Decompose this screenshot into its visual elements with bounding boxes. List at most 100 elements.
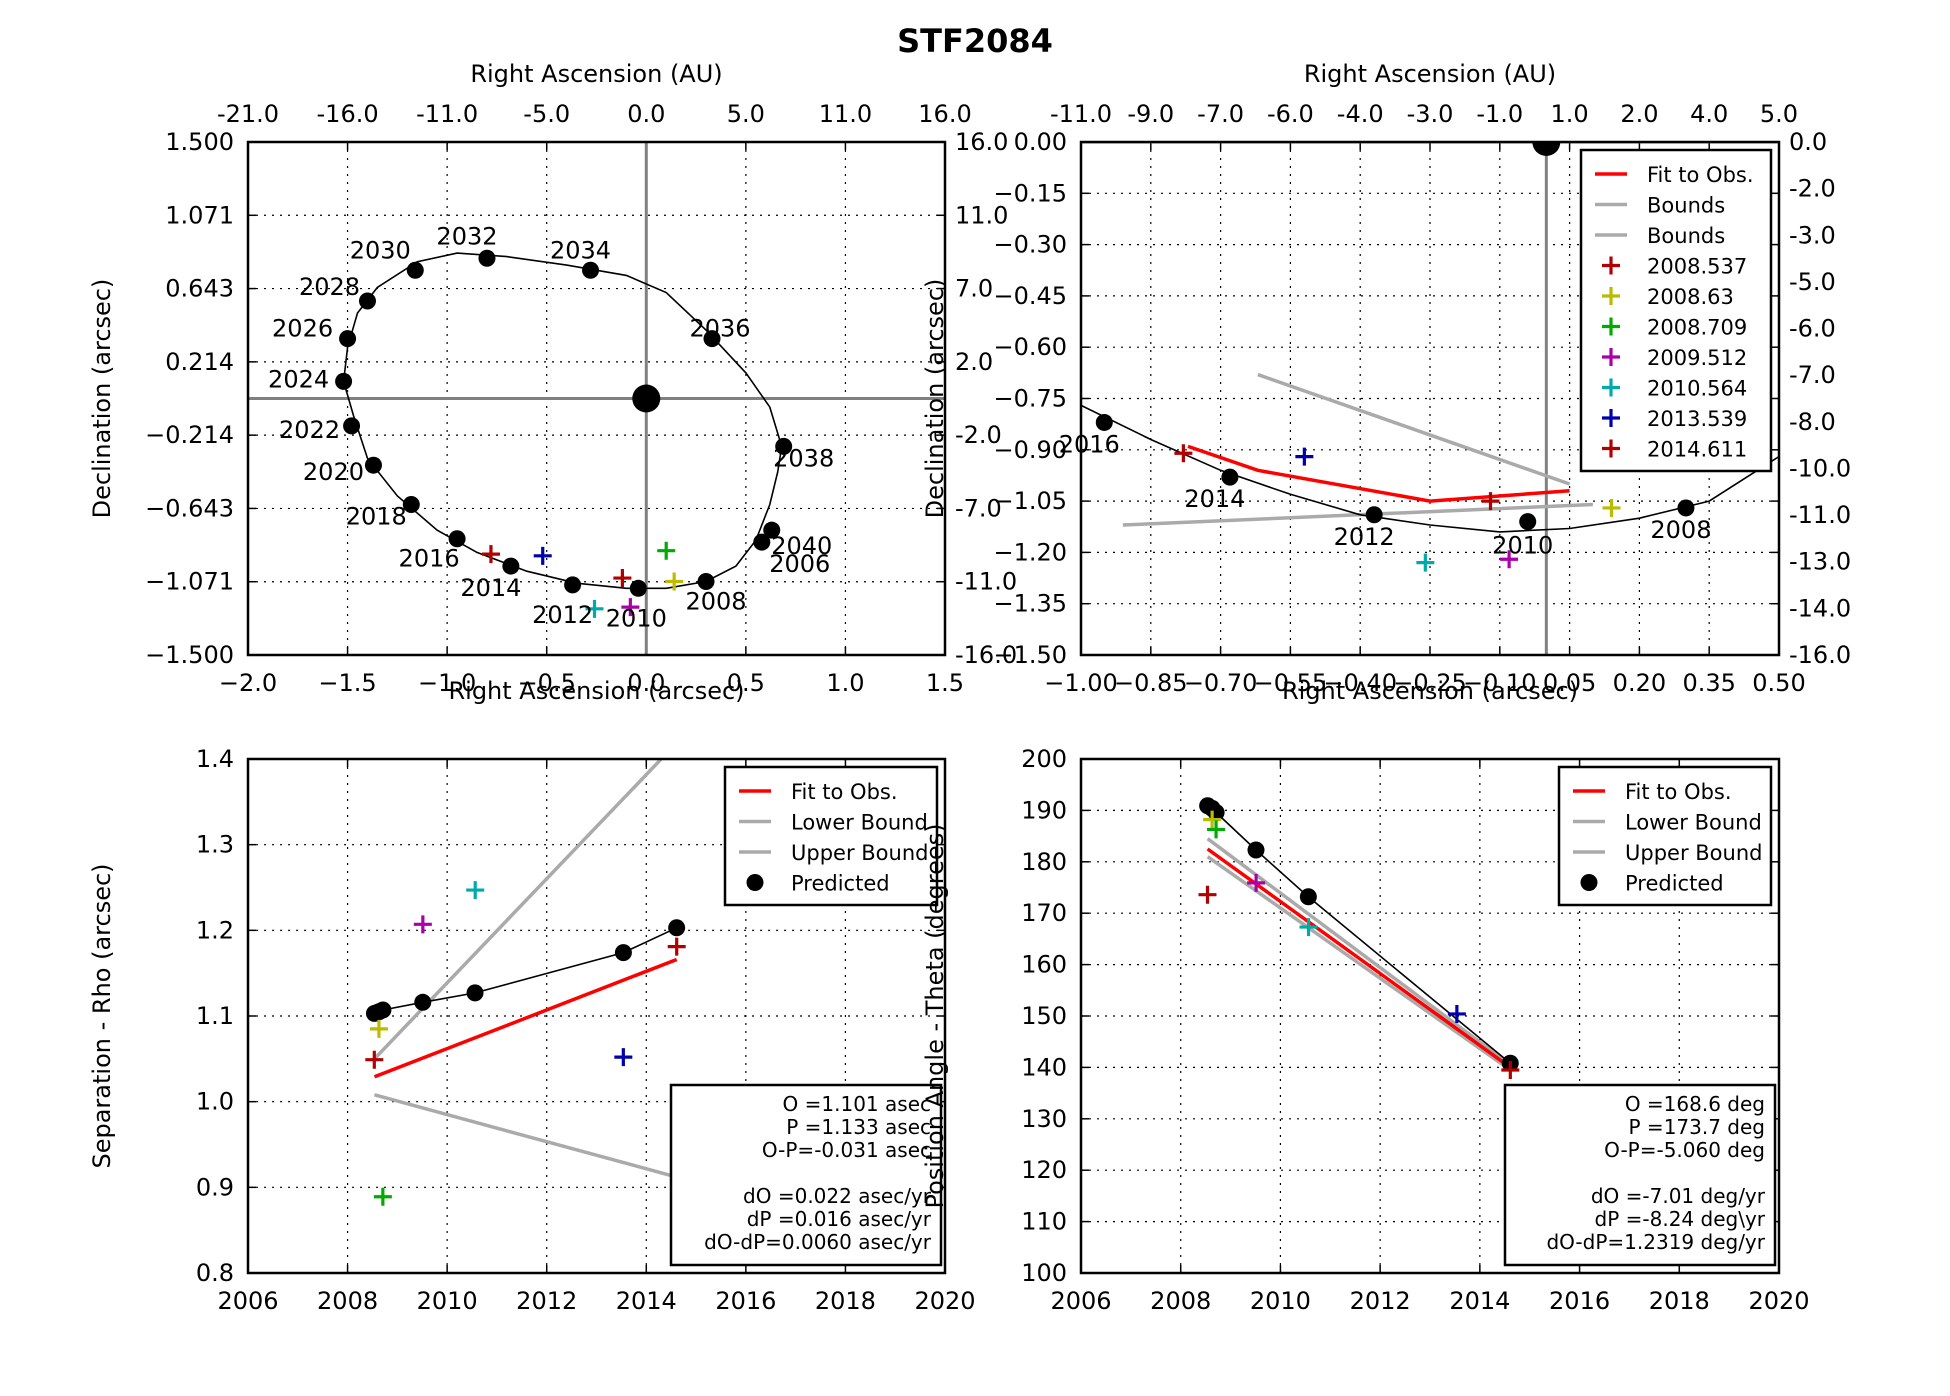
predicted-point [1221, 468, 1239, 486]
legend-label: 2008.537 [1647, 255, 1747, 279]
x-tick-label: −0.25 [1393, 669, 1467, 697]
y-tick-label: 0.00 [1014, 128, 1067, 156]
y-tick-label: 150 [1021, 1002, 1067, 1030]
year-label: 2016 [399, 545, 460, 573]
year-label: 2016 [1059, 430, 1120, 458]
x2-tick-label: -1.0 [1476, 100, 1523, 128]
stats-frame [669, 1083, 943, 1267]
predicted-point [448, 530, 466, 548]
y-tick-label: −0.30 [993, 231, 1067, 259]
predicted-point [343, 417, 361, 435]
y-tick-label: −0.214 [145, 421, 234, 449]
y-tick-label: 110 [1021, 1208, 1067, 1236]
observation-marker [614, 1048, 633, 1067]
y-tick-label: −1.50 [993, 641, 1067, 669]
y-tick-label: −1.35 [993, 590, 1067, 618]
year-label: 2024 [268, 365, 329, 393]
y-tick-label: 170 [1021, 899, 1067, 927]
bound-line [373, 759, 663, 1061]
year-label: 2014 [460, 574, 521, 602]
legend-label: 2014.611 [1647, 438, 1747, 462]
x-tick-label: 0.50 [1752, 669, 1805, 697]
y-tick-label: 0.214 [165, 348, 234, 376]
y2-tick-label: -6.0 [1789, 315, 1836, 343]
legend: Fit to Obs. Lower Bound Upper Bound Predict… [723, 765, 939, 907]
stats-line: dP =-8.24 deg\yr [1595, 1207, 1766, 1231]
y-tick-label: 140 [1021, 1053, 1067, 1081]
predicted-point [668, 919, 686, 937]
observation-marker [1500, 550, 1519, 569]
primary-star [632, 384, 661, 413]
x2-tick-label: 0.0 [627, 100, 665, 128]
x2-tick-label: -11.0 [416, 100, 478, 128]
year-label: 2022 [279, 416, 340, 444]
legend-predicted-marker [1580, 874, 1598, 891]
y-tick-label: 0.643 [165, 275, 234, 303]
stats-line: O =1.101 asec [783, 1092, 931, 1116]
predicted-point [478, 249, 496, 267]
x2-tick-label: -4.0 [1337, 100, 1384, 128]
axes-frame [1079, 757, 1781, 1275]
bound-line [1257, 372, 1571, 486]
y-axis-label: Separation - Rho (arcsec) [88, 863, 116, 1168]
legend-observation-marker [1602, 348, 1620, 366]
x-tick-label: 2018 [815, 1287, 876, 1315]
legend-label: Lower Bound [791, 811, 928, 835]
stats-line: O-P=-0.031 asec [762, 1138, 931, 1162]
fit-to-obs-line [1187, 444, 1570, 503]
x2-tick-label: -11.0 [1050, 100, 1112, 128]
y-axis-label: Declination (arcsec) [921, 279, 949, 519]
y2-tick-label: -3.0 [1789, 221, 1836, 249]
observation-marker [1501, 1060, 1520, 1079]
stats-line: P =173.7 deg [1629, 1115, 1765, 1139]
x2-tick-label: 1.0 [1551, 100, 1589, 128]
observation-marker [1247, 873, 1266, 892]
x-tick-label: −1.0 [418, 669, 476, 697]
predicted-point [1677, 499, 1695, 517]
year-label: 2034 [550, 236, 611, 264]
y-tick-label: 120 [1021, 1156, 1067, 1184]
year-label: 2032 [436, 222, 497, 250]
predicted-point [502, 557, 520, 575]
y2-tick-label: -14.0 [1789, 594, 1851, 622]
x2-tick-label: -7.0 [1197, 100, 1244, 128]
predicted-orbit-line [1081, 404, 1779, 533]
y2-tick-label: -2.0 [1789, 175, 1836, 203]
y-tick-label: 130 [1021, 1105, 1067, 1133]
y-tick-label: 100 [1021, 1259, 1067, 1287]
predicted-point [466, 984, 484, 1002]
stats-line: dP =0.016 asec/yr [747, 1207, 932, 1231]
y-tick-label: 0.9 [196, 1173, 234, 1201]
x2-tick-label: -16.0 [317, 100, 379, 128]
observation-marker [1203, 810, 1222, 829]
y2-tick-label: -11.0 [1789, 501, 1851, 529]
observation-marker [369, 1019, 388, 1038]
legend-label: 2009.512 [1647, 346, 1747, 370]
observation-marker [667, 937, 686, 956]
observation-marker [1198, 885, 1217, 904]
y2-tick-label: -16.0 [1789, 641, 1851, 669]
x-tick-label: 0.05 [1543, 669, 1596, 697]
legend-label: Bounds [1647, 224, 1725, 248]
observation-marker [1299, 918, 1318, 937]
predicted-point [1299, 888, 1317, 906]
predicted-point [564, 576, 582, 594]
y-tick-label: −1.05 [993, 487, 1067, 515]
plot-area [248, 142, 945, 655]
y-tick-label: −1.500 [145, 641, 234, 669]
predicted-point [1247, 841, 1265, 859]
x-tick-label: 0.5 [727, 669, 765, 697]
x2-tick-label: -9.0 [1127, 100, 1174, 128]
predicted-point [414, 993, 432, 1011]
observation-marker [1447, 1004, 1466, 1023]
legend-label: 2013.539 [1647, 407, 1747, 431]
x2-axis-label: Right Ascension (arcsec) [1282, 677, 1578, 705]
predicted-point [582, 261, 600, 279]
legend-label: Predicted [1625, 872, 1724, 896]
legend: Fit to Obs. Bounds Bounds 2008.537 2008.63 20… [1579, 148, 1773, 473]
predicted-point [753, 533, 771, 551]
legend-label: Upper Bound [791, 841, 928, 865]
legend-label: 2010.564 [1647, 377, 1747, 401]
x-tick-label: −0.40 [1323, 669, 1397, 697]
